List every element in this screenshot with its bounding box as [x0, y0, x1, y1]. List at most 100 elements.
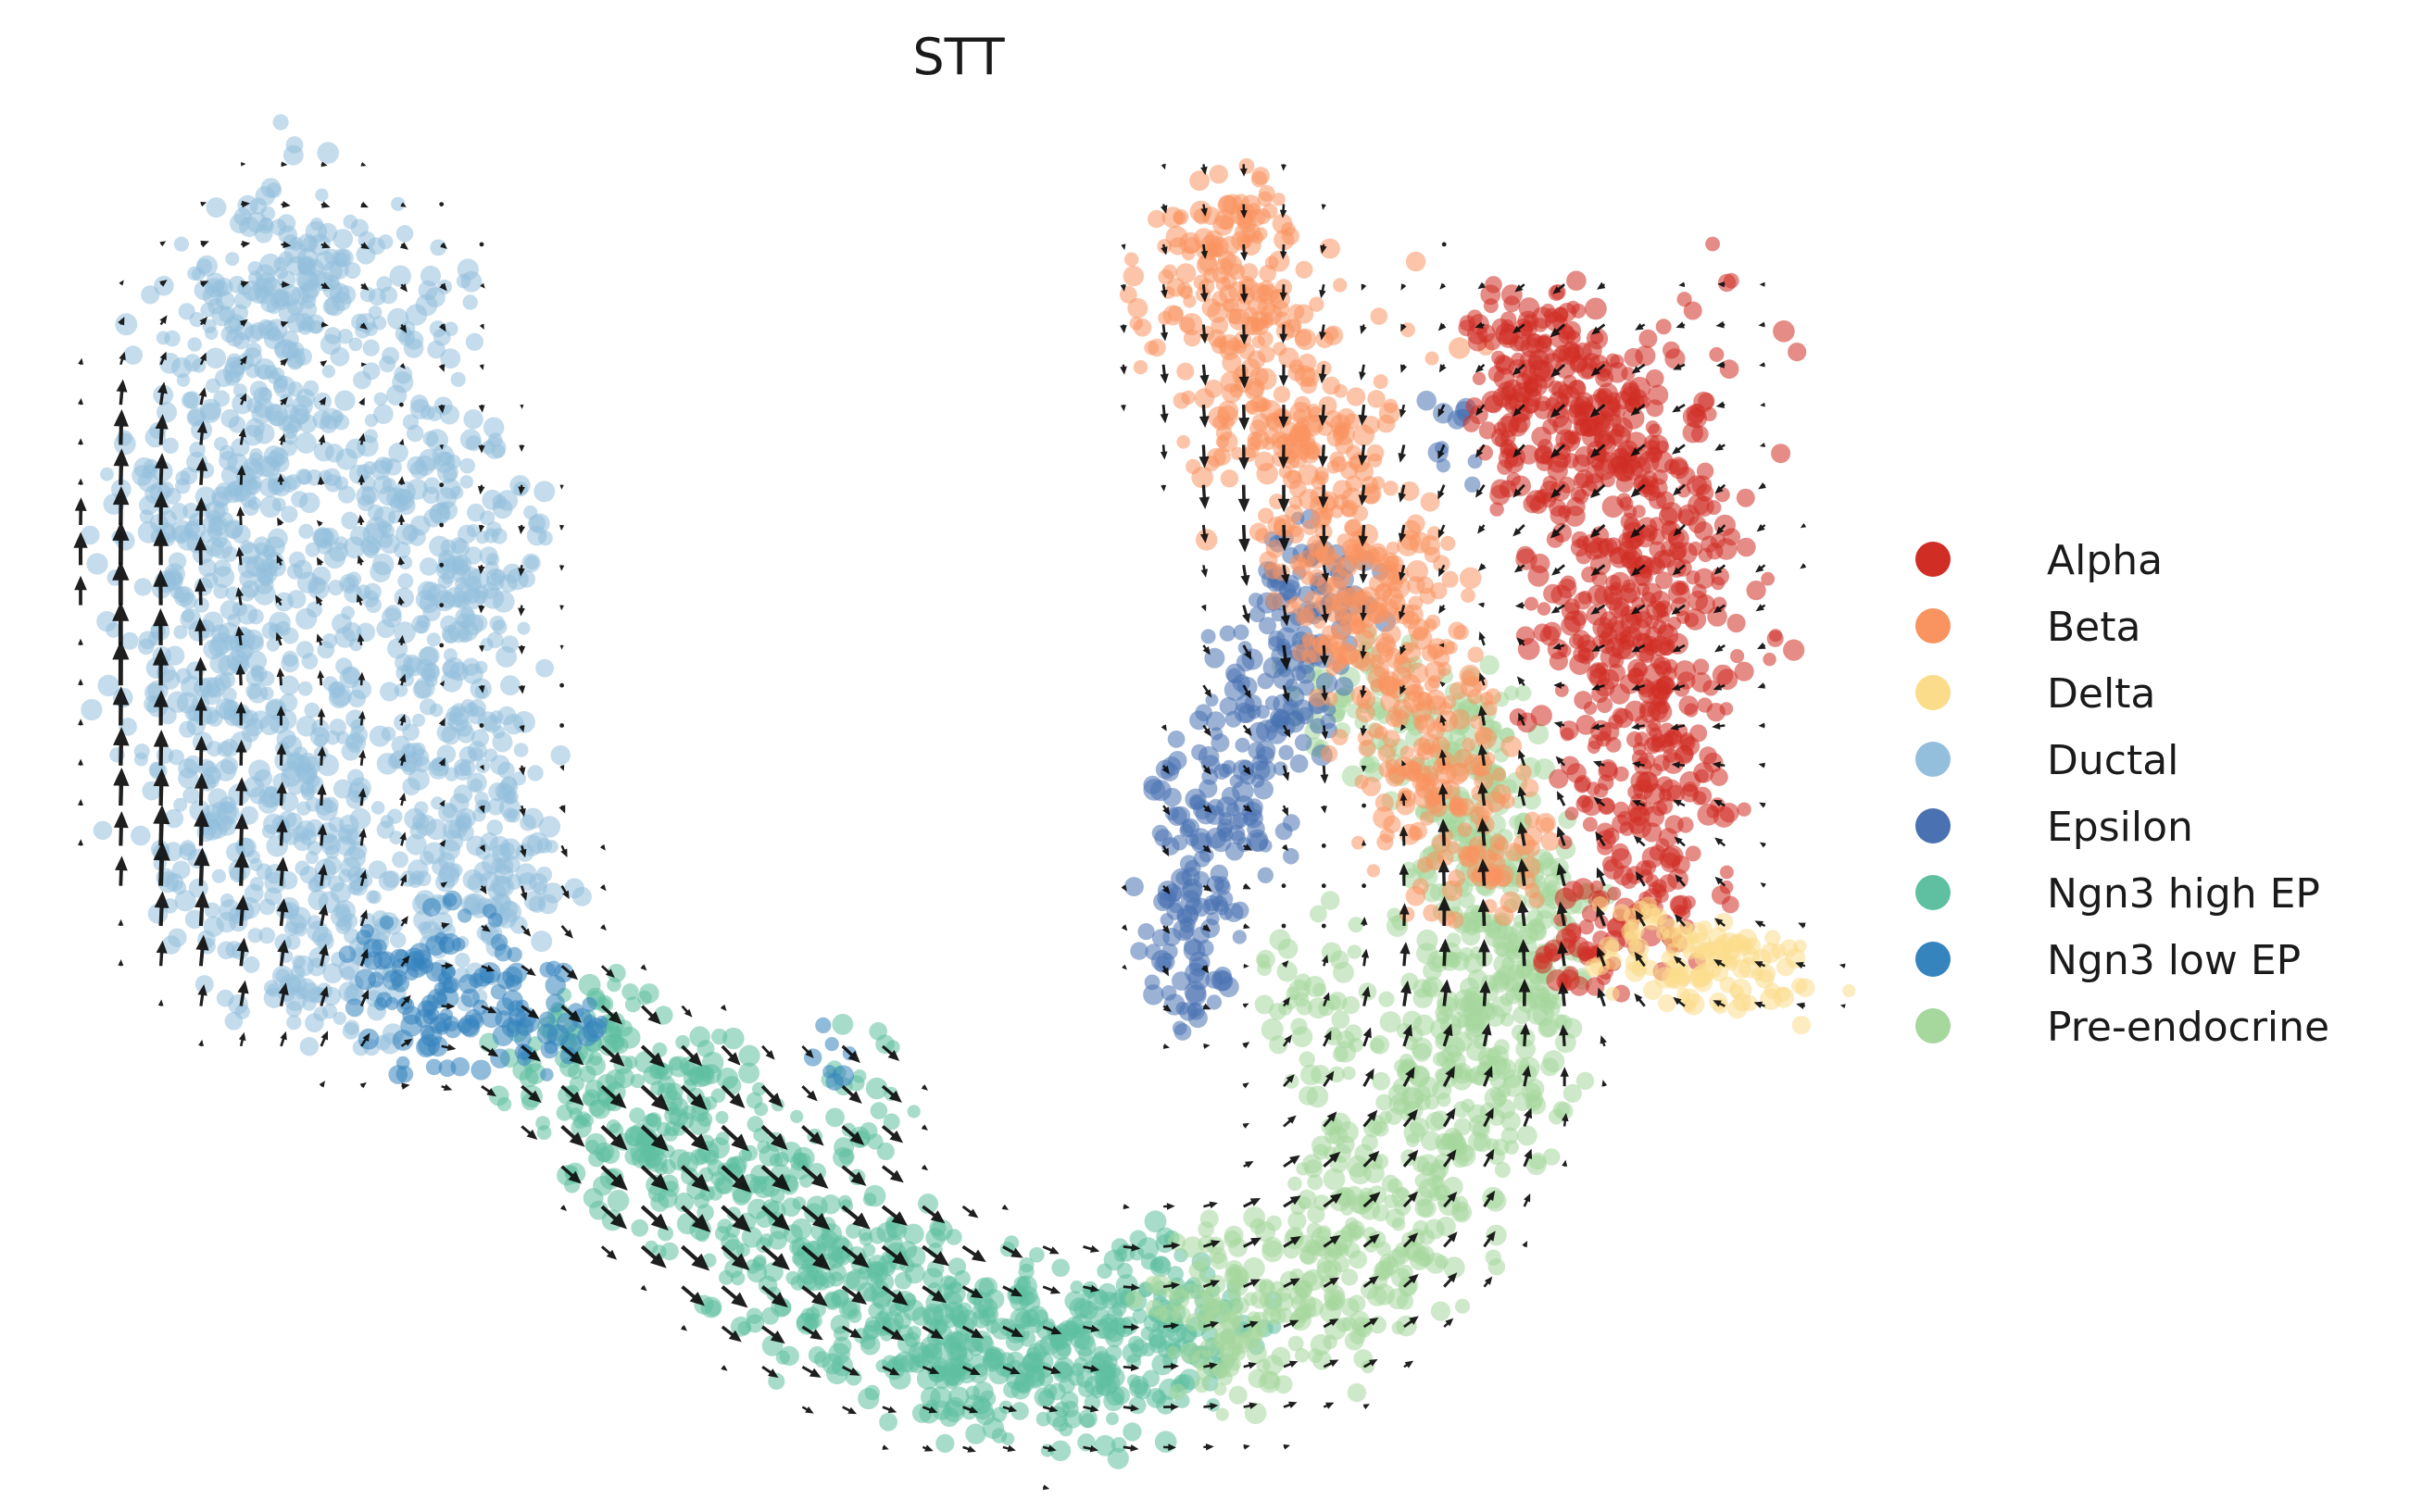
scatter-point — [372, 316, 387, 331]
scatter-point — [278, 302, 300, 324]
scatter-point — [415, 870, 432, 887]
scatter-point — [1215, 1407, 1229, 1421]
scatter-point — [490, 710, 504, 724]
scatter-point — [348, 464, 369, 484]
scatter-point — [1273, 385, 1291, 403]
scatter-point — [1107, 1364, 1122, 1379]
scatter-point — [243, 956, 260, 973]
scatter-point — [181, 392, 199, 409]
scatter-point — [247, 496, 261, 510]
scatter-point — [337, 329, 354, 344]
scatter-point — [133, 578, 153, 596]
scatter-point — [1500, 311, 1517, 328]
scatter-point — [1692, 658, 1710, 675]
scatter-point — [1221, 254, 1243, 276]
scatter-point — [180, 467, 198, 485]
scatter-point — [1296, 1162, 1310, 1176]
scatter-point — [1287, 1176, 1302, 1192]
scatter-point — [1334, 384, 1348, 398]
scatter-point — [1608, 653, 1625, 669]
scatter-point — [875, 1034, 895, 1054]
scatter-point — [578, 973, 601, 996]
scatter-point — [1458, 319, 1475, 337]
scatter-point — [1386, 758, 1400, 774]
scatter-point — [173, 236, 189, 252]
scatter-point — [1420, 492, 1440, 512]
scatter-point — [279, 675, 300, 695]
scatter-point — [1417, 1154, 1439, 1176]
scatter-point — [420, 663, 440, 682]
scatter-point — [1374, 726, 1388, 741]
scatter-point — [1187, 1008, 1208, 1029]
scatter-point — [1450, 762, 1470, 782]
scatter-point — [1585, 297, 1607, 320]
scatter-point — [1176, 435, 1190, 449]
scatter-point — [1515, 764, 1532, 781]
scatter-point — [346, 768, 365, 786]
scatter-point — [1249, 522, 1268, 542]
scatter-point — [527, 765, 544, 781]
scatter-point — [220, 466, 241, 485]
scatter-point — [119, 718, 137, 736]
scatter-point — [442, 804, 457, 818]
scatter-point — [367, 504, 384, 520]
scatter-point — [1379, 1011, 1401, 1033]
scatter-point — [403, 338, 424, 358]
scatter-point — [1462, 845, 1481, 863]
scatter-point — [1667, 616, 1682, 631]
scatter-point — [347, 781, 370, 804]
scatter-point — [260, 178, 282, 198]
scatter-point — [225, 941, 244, 958]
scatter-point — [224, 1012, 244, 1031]
scatter-point — [1648, 384, 1669, 406]
scatter-point — [1282, 814, 1300, 831]
scatter-point — [322, 796, 339, 813]
scatter-point — [1244, 381, 1264, 401]
scatter-point — [1356, 690, 1376, 709]
scatter-point — [837, 1194, 852, 1209]
scatter-point — [950, 1345, 968, 1363]
scatter-point — [1299, 489, 1320, 510]
scatter-point — [1563, 430, 1579, 444]
scatter-point — [1243, 1206, 1266, 1229]
scatter-point — [232, 331, 250, 350]
scatter-point — [1405, 886, 1426, 906]
scatter-point — [359, 286, 376, 303]
scatter-point — [1233, 624, 1249, 641]
scatter-point — [1487, 843, 1505, 861]
scatter-point — [1024, 1366, 1046, 1387]
scatter-point — [838, 1148, 855, 1165]
scatter-point — [208, 516, 225, 533]
scatter-point — [1123, 266, 1145, 287]
scatter-point — [1220, 416, 1235, 431]
scatter-point — [652, 1042, 668, 1057]
scatter-point — [1265, 1215, 1282, 1231]
scatter-point — [833, 1336, 852, 1356]
scatter-point — [1354, 774, 1369, 790]
scatter-point — [1671, 894, 1692, 917]
scatter-point — [1453, 1144, 1476, 1167]
scatter-point — [451, 937, 466, 952]
scatter-point — [156, 746, 174, 764]
scatter-point — [1261, 1240, 1284, 1263]
scatter-point — [1140, 1253, 1158, 1270]
scatter-point — [1200, 629, 1216, 644]
scatter-point — [361, 486, 380, 505]
scatter-point — [1124, 252, 1139, 267]
scatter-point — [1423, 904, 1441, 922]
scatter-point — [215, 698, 237, 720]
scatter-point — [1605, 737, 1622, 753]
scatter-point — [321, 633, 338, 649]
scatter-point — [1154, 1431, 1177, 1453]
scatter-point — [115, 313, 138, 336]
scatter-point — [1412, 737, 1432, 756]
scatter-point — [785, 1270, 800, 1285]
scatter-point — [1436, 1217, 1456, 1237]
scatter-point — [316, 932, 334, 951]
scatter-point — [1373, 1120, 1389, 1137]
scatter-point — [509, 475, 531, 496]
scatter-point — [1609, 683, 1630, 705]
scatter-point — [232, 383, 247, 398]
scatter-point — [81, 698, 103, 721]
scatter-point — [501, 635, 519, 654]
